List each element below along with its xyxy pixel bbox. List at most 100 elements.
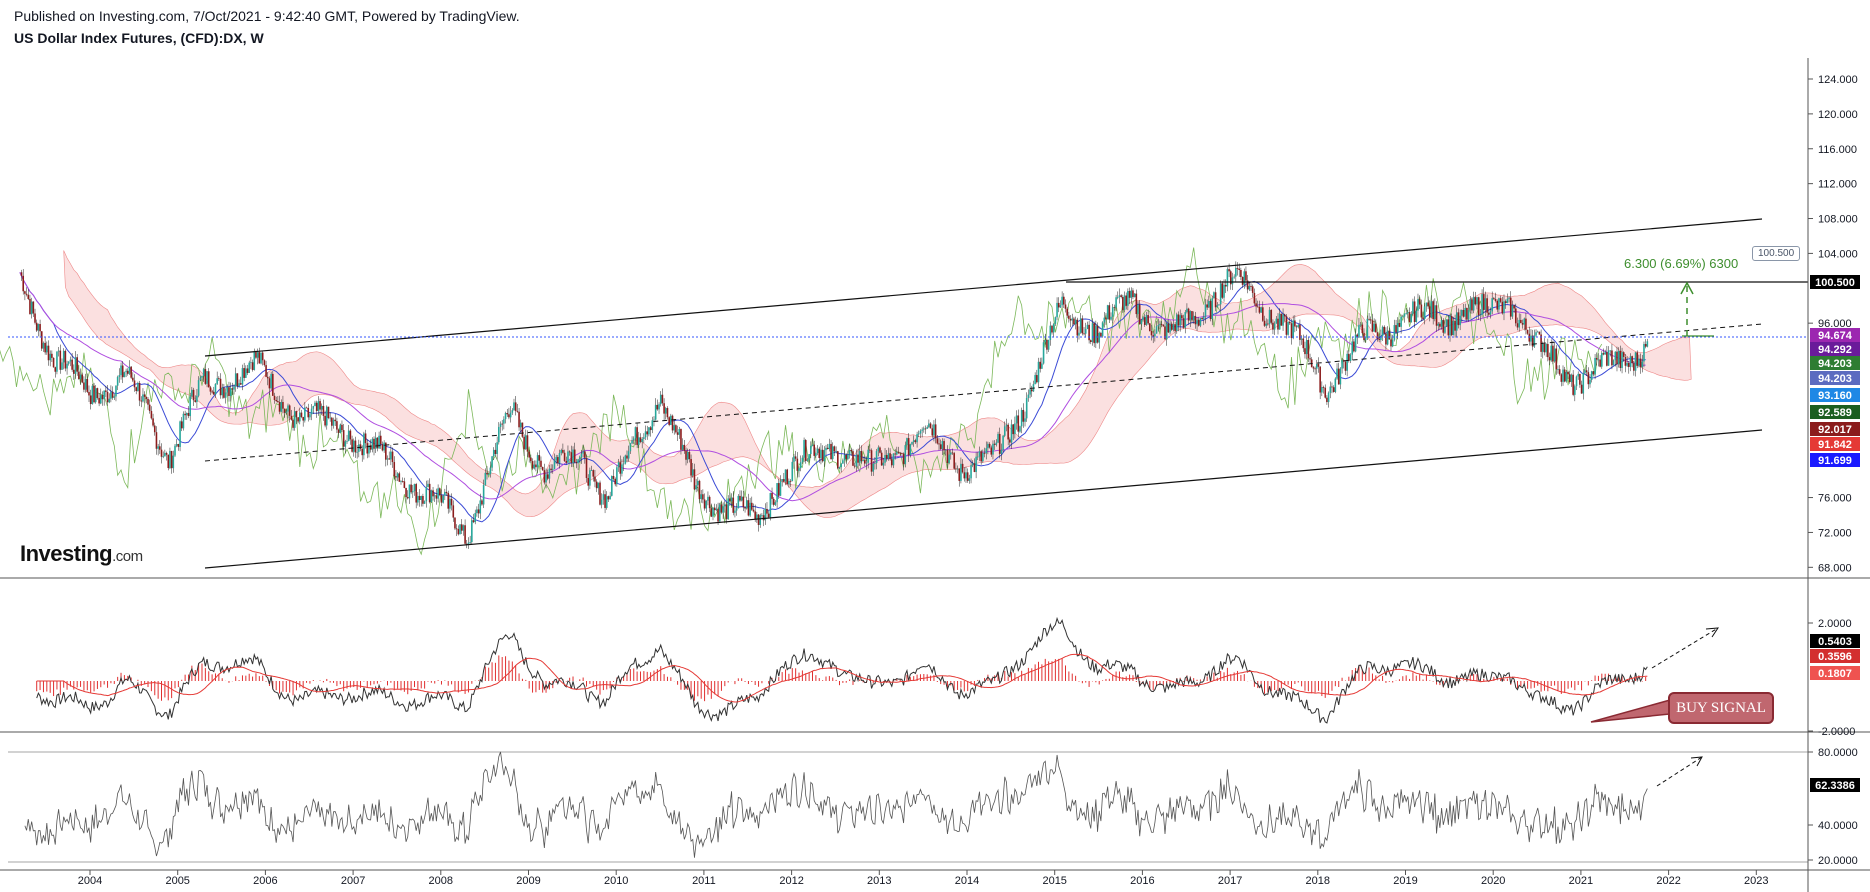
candle-body	[363, 433, 365, 456]
candle-body	[563, 452, 566, 462]
candle-body	[425, 487, 428, 502]
price-badge-label: 94.203	[1818, 373, 1852, 385]
candle-body	[37, 324, 40, 331]
x-tick-label: 2015	[1042, 875, 1066, 887]
candle-body	[769, 493, 772, 518]
candle-body	[1149, 323, 1151, 332]
candle-body	[1440, 320, 1443, 327]
candle-body	[562, 449, 564, 453]
candle-body	[1452, 320, 1455, 336]
candle-body	[1123, 295, 1126, 311]
candle-body	[1319, 366, 1321, 393]
candle-body	[1425, 302, 1428, 307]
chart-header: Published on Investing.com, 7/Oct/2021 -…	[14, 8, 520, 46]
candle-body	[481, 500, 483, 505]
candle-body	[1005, 424, 1008, 427]
candle-body	[978, 451, 981, 457]
candle-body	[1476, 297, 1478, 305]
x-tick-label: 2014	[955, 875, 979, 887]
candle-body	[611, 475, 613, 496]
rsi-projection	[1656, 756, 1703, 787]
candle-body	[555, 457, 557, 461]
candle-body	[675, 425, 677, 433]
rsi-pane[interactable]	[8, 751, 1808, 863]
candle-body	[349, 430, 352, 440]
x-tick-label: 2010	[604, 875, 628, 887]
candle-body	[1268, 309, 1271, 325]
candle-body	[1255, 303, 1257, 307]
candle-body	[83, 382, 85, 390]
candle-body	[165, 452, 168, 455]
candle-body	[847, 454, 849, 460]
candle-body	[110, 391, 112, 399]
candle-body	[573, 449, 576, 463]
candle-body	[42, 342, 45, 349]
macd-pane[interactable]	[36, 616, 1719, 724]
candle-body	[541, 466, 544, 471]
macd-badge-label: 0.3596	[1818, 651, 1852, 663]
candle-body	[681, 444, 684, 450]
candle-body	[91, 385, 94, 405]
candle-body	[457, 529, 460, 535]
candle-body	[452, 505, 455, 518]
candle-body	[1619, 350, 1622, 368]
candle-body	[1499, 298, 1502, 302]
candle-body	[361, 448, 364, 456]
candle-body	[428, 483, 431, 503]
candle-body	[406, 497, 409, 499]
candle-body	[1395, 325, 1397, 333]
y-tick-label: 124.000	[1818, 74, 1858, 86]
candle-body	[292, 419, 294, 428]
candle-body	[815, 453, 817, 456]
candle-body	[661, 394, 664, 404]
candle-body	[1113, 307, 1116, 309]
candle-body	[182, 413, 185, 429]
candle-body	[464, 525, 466, 544]
x-tick-label: 2019	[1393, 875, 1417, 887]
candle-body	[438, 488, 441, 496]
candle-body	[1511, 305, 1514, 317]
candle-body	[882, 462, 885, 466]
candle-body	[430, 490, 433, 503]
buy-signal-callout[interactable]: BUY SIGNAL	[1668, 692, 1774, 724]
candle-body	[1525, 318, 1527, 330]
price-pane[interactable]	[0, 218, 1808, 569]
candle-body	[207, 371, 210, 388]
candle-body	[494, 449, 497, 454]
candle-body	[1555, 348, 1558, 370]
candle-body	[1643, 344, 1645, 362]
candle-body	[1275, 318, 1278, 324]
candle-body	[69, 359, 72, 362]
candle-body	[1314, 368, 1316, 370]
candle-body	[767, 513, 770, 518]
candle-body	[35, 322, 38, 331]
candle-body	[1228, 269, 1230, 272]
candle-body	[1467, 310, 1470, 320]
candle-body	[186, 412, 188, 416]
candle-body	[965, 472, 967, 479]
candle-body	[1609, 350, 1612, 352]
candle-body	[560, 449, 563, 454]
candle-body	[417, 495, 419, 503]
candle-body	[98, 397, 100, 404]
candle-body	[118, 375, 121, 378]
candle-body	[718, 504, 721, 522]
candle-body	[153, 425, 156, 433]
candle-body	[781, 479, 783, 482]
candle-body	[1034, 375, 1036, 385]
candle-body	[983, 452, 986, 454]
candle-body	[327, 406, 330, 418]
candle-body	[975, 456, 977, 472]
candle-body	[1595, 357, 1598, 360]
candle-body	[273, 395, 276, 400]
candle-body	[491, 456, 493, 468]
candle-body	[1427, 302, 1429, 307]
candle-body	[1336, 368, 1338, 379]
candle-body	[1627, 362, 1630, 367]
candle-body	[1196, 319, 1198, 325]
candle-body	[315, 402, 318, 411]
symbol-title: US Dollar Index Futures, (CFD):DX, W	[14, 30, 264, 46]
candle-body	[1130, 290, 1133, 298]
candle-body	[460, 524, 463, 531]
